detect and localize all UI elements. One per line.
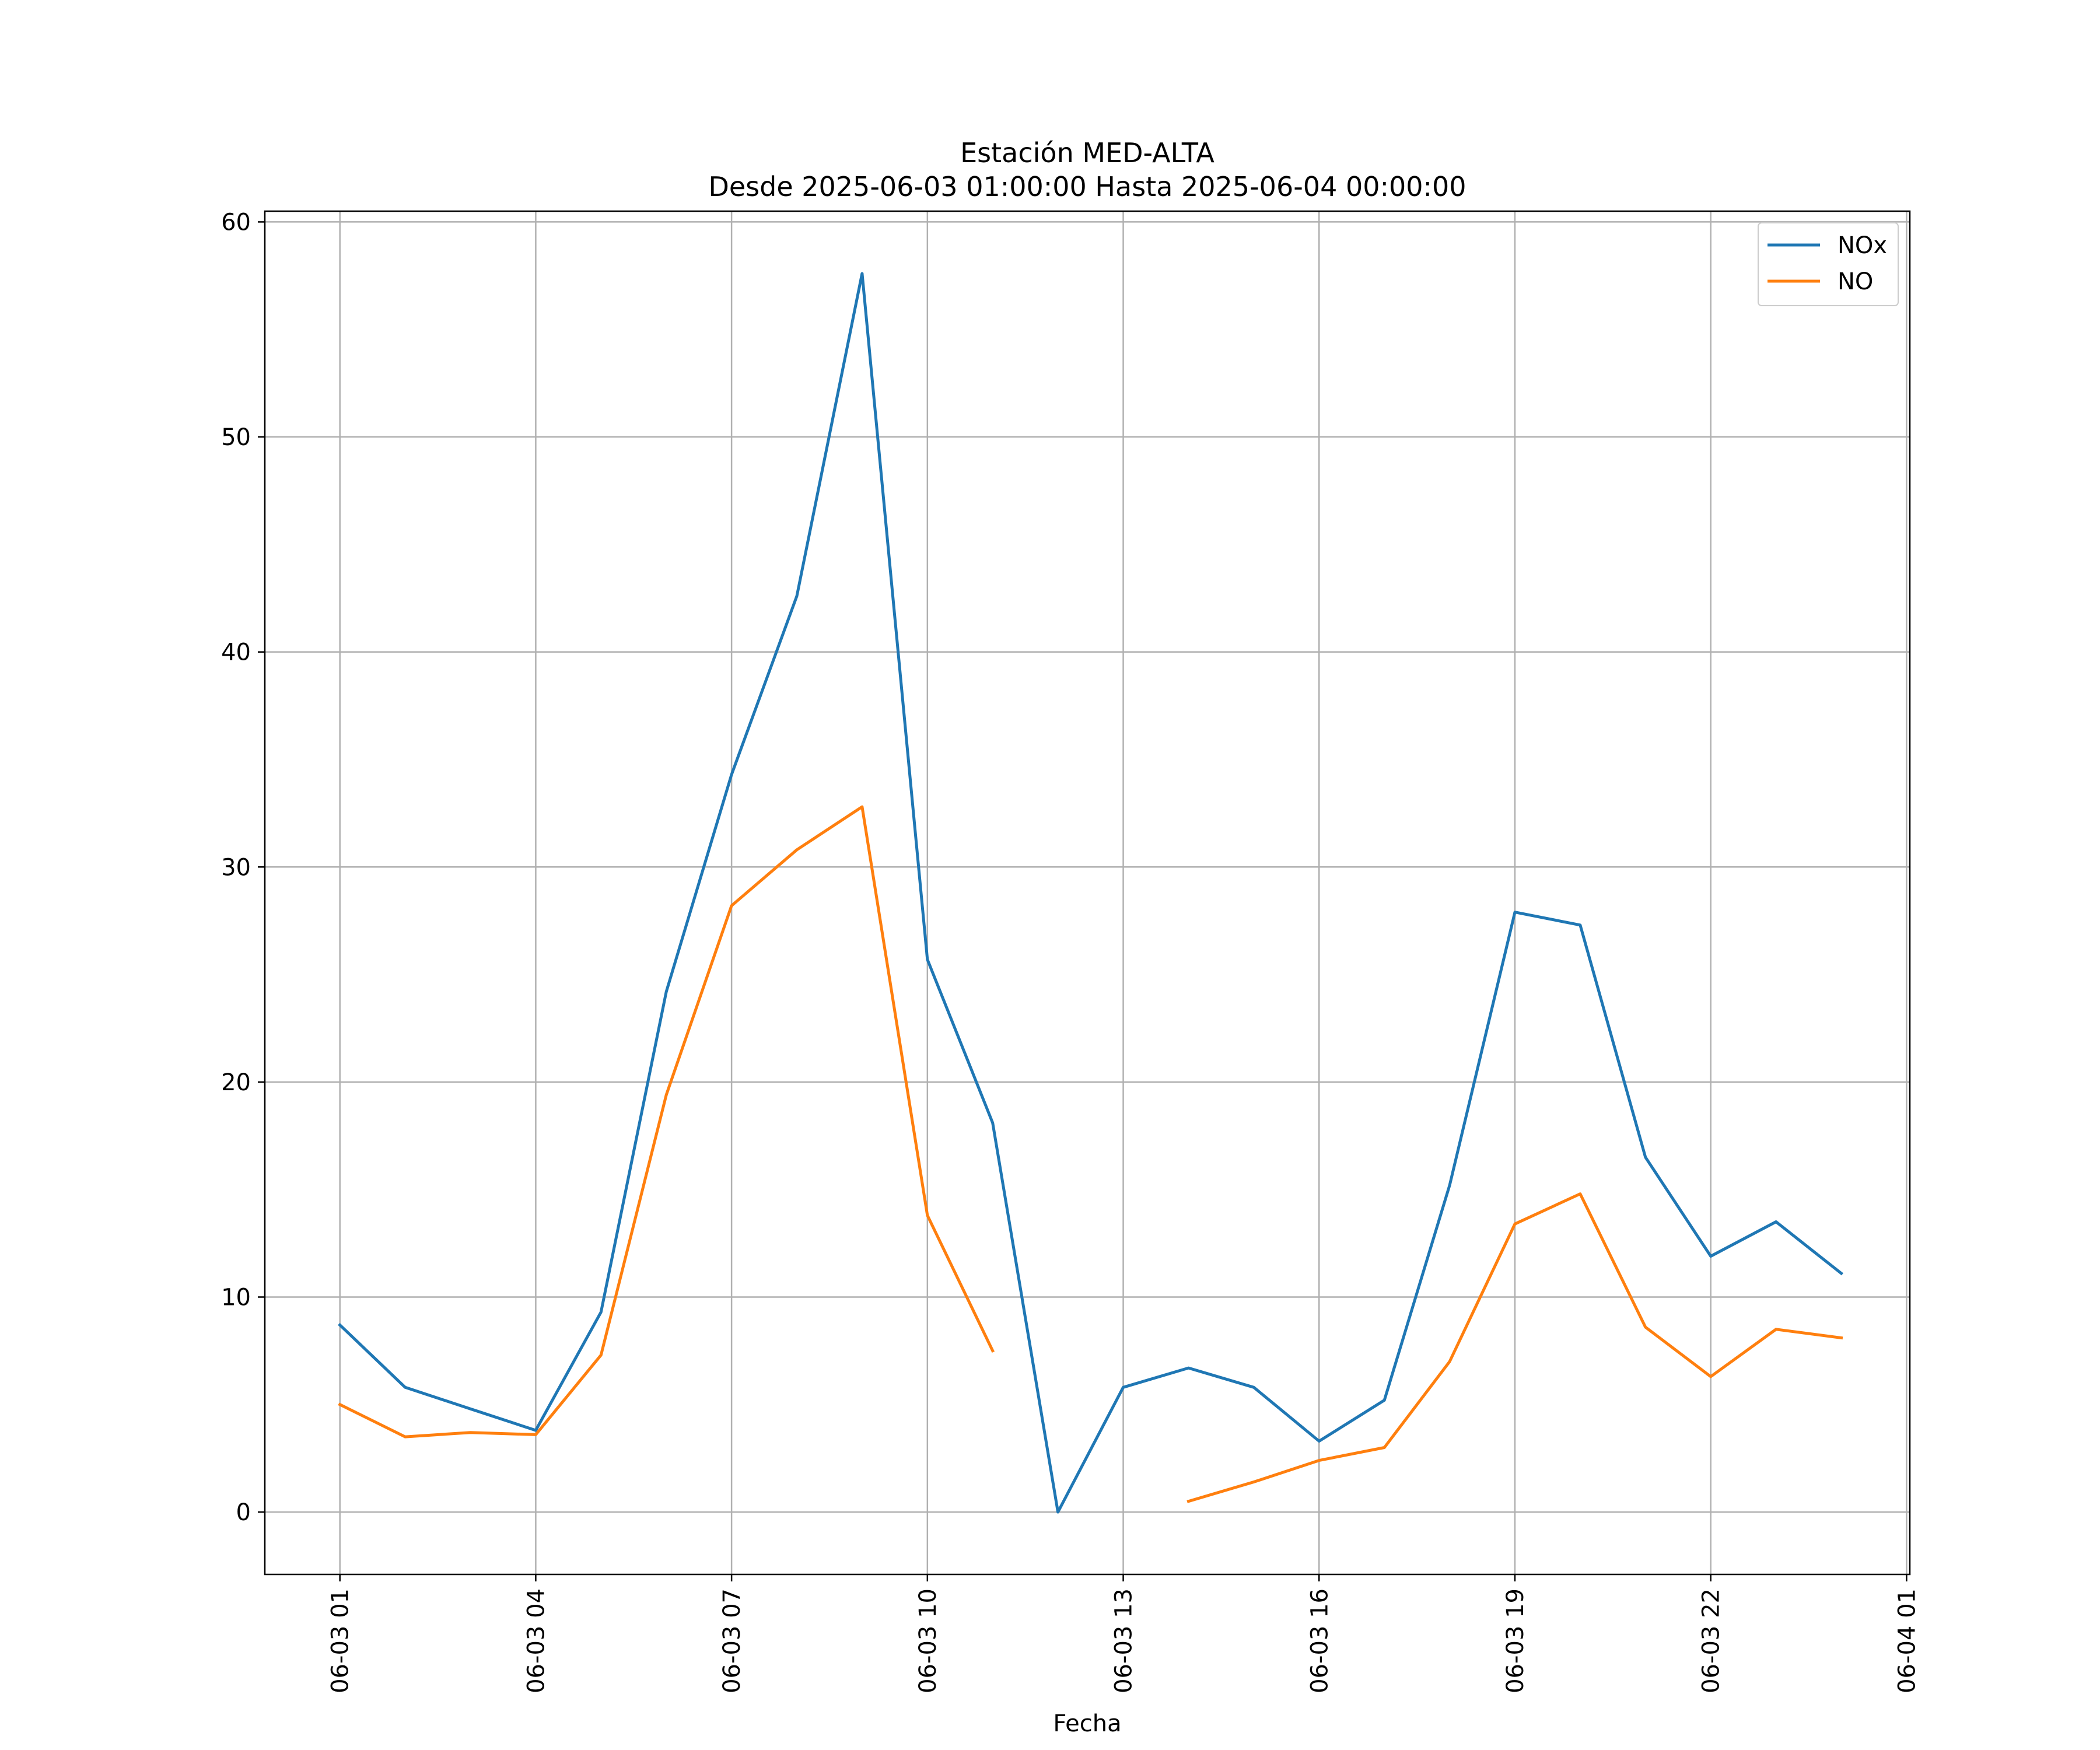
legend-label-no: NO (1838, 268, 1873, 295)
x-tick-label: 06-04 01 (1894, 1588, 1920, 1693)
x-tick-label: 06-03 19 (1502, 1588, 1529, 1693)
y-tick-label: 0 (236, 1499, 251, 1526)
x-tick-label: 06-03 10 (915, 1588, 942, 1693)
x-tick-label: 06-03 07 (719, 1588, 746, 1693)
y-tick-label: 60 (221, 209, 251, 236)
plot-frame (264, 210, 1911, 1576)
x-axis-label: Fecha (1053, 1710, 1121, 1737)
x-tick-label: 06-03 16 (1306, 1588, 1333, 1693)
y-tick-label: 50 (221, 424, 251, 451)
y-tick-label: 30 (221, 854, 251, 881)
series-lines (338, 272, 1844, 1514)
x-tick-label: 06-03 01 (327, 1588, 354, 1693)
x-tick-label: 06-03 04 (523, 1588, 550, 1693)
legend-label-nox: NOx (1838, 232, 1887, 259)
series-line-no (338, 805, 1843, 1503)
series-line-nox (338, 272, 1844, 1514)
x-axis: 06-03 01 06-03 04 06-03 07 06-03 10 06-03 13… (327, 1574, 1920, 1693)
y-tick-label: 40 (221, 639, 251, 666)
chart-subtitle: Desde 2025-06-03 01:00:00 Hasta 2025-06-… (708, 171, 1466, 202)
chart-title: Estación MED-ALTA (960, 137, 1214, 169)
x-tick-label: 06-03 22 (1698, 1588, 1725, 1693)
y-axis: 0 10 20 30 40 50 60 (221, 209, 265, 1526)
grid-lines (265, 211, 1910, 1574)
legend: NOx NO (1758, 222, 1899, 306)
y-tick-label: 10 (221, 1284, 251, 1311)
y-tick-label: 20 (221, 1069, 251, 1096)
x-tick-label: 06-03 13 (1111, 1588, 1138, 1693)
